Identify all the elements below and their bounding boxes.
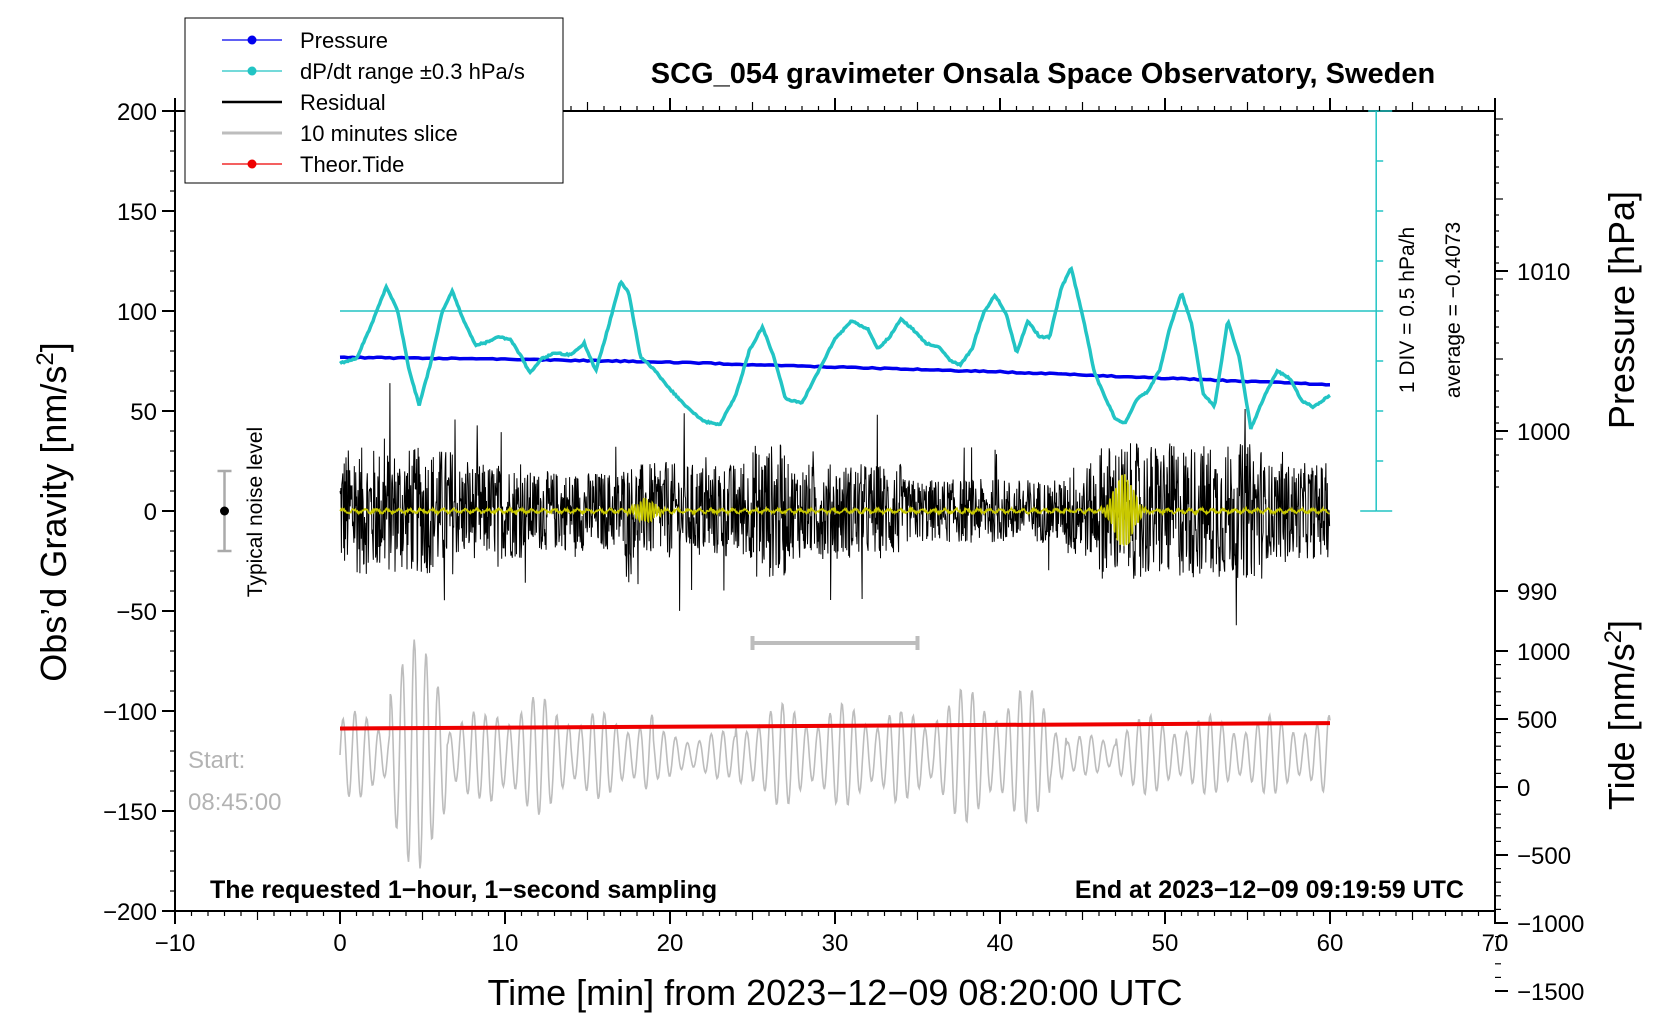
dpdt-line: [339, 265, 1331, 430]
tide-line: [339, 721, 1331, 731]
x-tick-label: 60: [1317, 930, 1344, 957]
pressure-tick-label: 1000: [1517, 419, 1570, 446]
legend-label: dP/dt range ±0.3 hPa/s: [300, 59, 525, 84]
footer-left-note: The requested 1−hour, 1−second sampling: [210, 876, 717, 904]
y-tick-label: −100: [103, 699, 157, 726]
x-tick-label: 70: [1482, 930, 1509, 957]
noise-level-label: Typical noise level: [244, 427, 267, 597]
y-tick-label: 150: [117, 199, 157, 226]
tide-series-layer: [339, 721, 1331, 731]
annotation-layer: [217, 469, 920, 650]
start-label: Start:: [188, 747, 245, 774]
axes-layer: −10 0 10 20 30 40 50 60 70200150100500−50−100−15…: [103, 98, 1584, 1006]
dpdt-series-layer: [339, 110, 1393, 512]
y-axis-label-left: Obs’d Gravity [nm/s2]: [32, 342, 74, 681]
tide-tick-label: 0: [1517, 775, 1530, 802]
y-tick-label: 200: [117, 99, 157, 126]
x-axis-label: Time [min] from 2023−12−09 08:20:00 UTC: [487, 972, 1182, 1013]
pressure-line: [339, 355, 1331, 387]
legend-label: Residual: [300, 90, 386, 115]
tide-tick-label: 500: [1517, 707, 1557, 734]
legend-label: Theor.Tide: [300, 152, 404, 177]
tide-tick-label: 1000: [1517, 639, 1570, 666]
slice-series-layer: [339, 639, 1331, 869]
x-tick-label: 0: [333, 930, 346, 957]
residual-line: [339, 383, 1331, 626]
legend-box: [184, 17, 564, 184]
legend-label: 10 minutes slice: [300, 121, 458, 146]
legend-swatch-dot: [247, 35, 257, 45]
smoothed-residual-line: [339, 474, 1331, 547]
x-tick-label: −10: [155, 930, 196, 957]
start-time-label: 08:45:00: [188, 789, 281, 816]
tide-tick-label: −1500: [1517, 979, 1584, 1006]
y-tick-label: 50: [130, 399, 157, 426]
slice-line: [339, 639, 1331, 869]
pressure-series-layer: [339, 355, 1331, 387]
y-tick-label: −50: [116, 599, 157, 626]
legend-swatch-dot: [247, 66, 257, 76]
x-tick-label: 30: [822, 930, 849, 957]
chart-title: SCG_054 gravimeter Onsala Space Observat…: [651, 58, 1435, 90]
legend-swatch-dot: [247, 159, 257, 169]
y-tick-label: −200: [103, 899, 157, 926]
legend-items: Pressure dP/dt range ±0.3 hPa/s Residual 10…: [222, 28, 525, 177]
x-tick-label: 50: [1152, 930, 1179, 957]
tide-tick-label: −500: [1517, 843, 1571, 870]
x-tick-label: 10: [492, 930, 519, 957]
y-tick-label: 100: [117, 299, 157, 326]
x-tick-label: 40: [987, 930, 1014, 957]
pressure-tick-label: 990: [1517, 579, 1557, 606]
average-label: average = −0.4073: [1442, 222, 1465, 398]
footer-right-note: End at 2023−12−09 09:19:59 UTC: [1075, 876, 1464, 904]
y-tick-label: 0: [144, 499, 157, 526]
x-tick-label: 20: [657, 930, 684, 957]
y-axis-label-tide: Tide [nm/s2]: [1600, 620, 1642, 810]
tide-tick-label: −1000: [1517, 911, 1584, 938]
noise-bar-dot: [220, 506, 229, 516]
legend-label: Pressure: [300, 28, 388, 53]
residual-series-layer: [339, 383, 1331, 626]
smoothed-residual-layer: [339, 474, 1331, 547]
y-axis-label-pressure: Pressure [hPa]: [1601, 191, 1642, 429]
y-tick-label: −150: [103, 799, 157, 826]
legend: Pressure dP/dt range ±0.3 hPa/s Residual 10…: [184, 17, 564, 184]
div-scale-label: 1 DIV = 0.5 hPa/h: [1396, 227, 1419, 393]
pressure-tick-label: 1010: [1517, 259, 1570, 286]
